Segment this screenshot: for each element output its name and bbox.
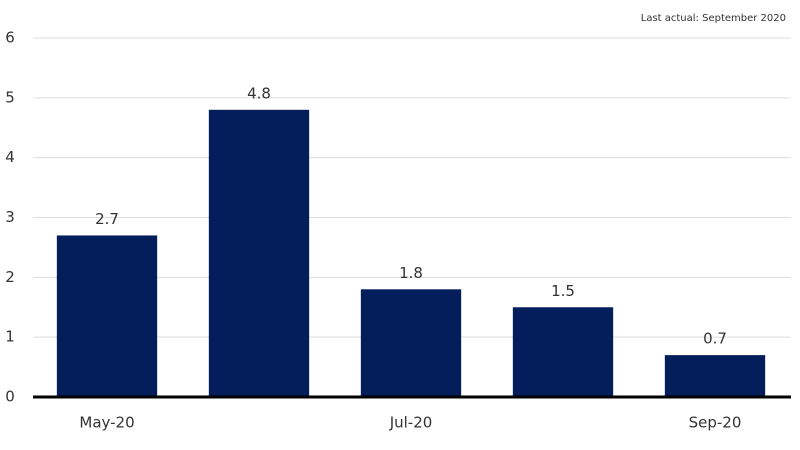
data-label: 4.8 [247,84,271,102]
x-tick-label: Jul-20 [389,414,433,432]
bar [208,109,310,398]
y-tick-label: 2 [5,268,15,286]
bar [512,307,614,397]
data-label: 2.7 [95,210,119,228]
y-tick-label: 6 [5,29,15,47]
y-tick-label: 5 [5,88,15,106]
data-label: 1.8 [399,264,423,282]
x-tick-label: Sep-20 [689,414,742,432]
bar [360,289,462,397]
bar [664,355,766,397]
y-tick-label: 0 [5,388,15,406]
y-tick-label: 3 [5,208,15,226]
data-label: 0.7 [703,330,727,348]
chart-note: Last actual: September 2020 [641,13,786,24]
y-tick-label: 4 [5,148,15,166]
y-tick-label: 1 [5,328,15,346]
bar [56,235,158,397]
x-tick-label: May-20 [79,414,134,432]
data-label: 1.5 [551,282,575,300]
